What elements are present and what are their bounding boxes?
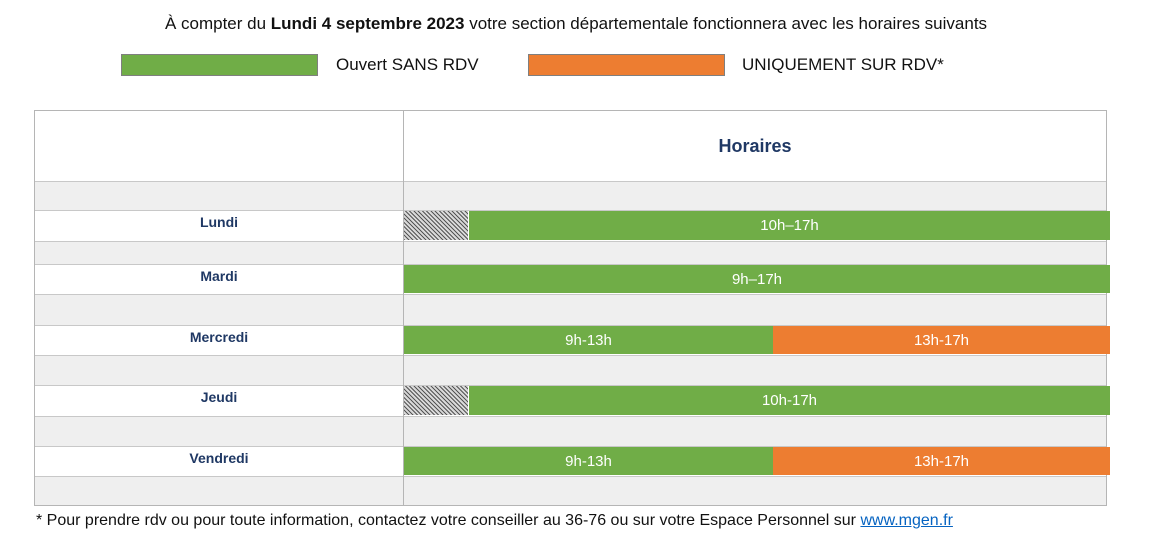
- day-cell: [35, 446, 403, 476]
- horaires-header: Horaires: [718, 135, 792, 156]
- legend-open-label: Ouvert SANS RDV: [336, 55, 479, 74]
- day-label-mardi: Mardi: [200, 267, 238, 284]
- spacer-row: [35, 355, 1106, 385]
- slot-jeudi-open: 10h-17h: [469, 386, 1110, 415]
- day-label-mercredi: Mercredi: [189, 328, 249, 345]
- day-cell: [35, 385, 403, 416]
- slot-vendredi-open: 9h-13h: [404, 447, 773, 475]
- legend-open-swatch: [121, 54, 318, 76]
- day-label-vendredi: Vendredi: [189, 449, 249, 466]
- closed-hatch: [404, 386, 468, 415]
- spacer-row: [35, 241, 1106, 264]
- closed-hatch: [404, 211, 468, 240]
- table-header-row: [35, 111, 1106, 181]
- day-cell: [35, 264, 403, 294]
- spacer-row: [35, 181, 1106, 210]
- spacer-row: [35, 476, 1106, 505]
- headline-suffix: votre section départementale fonctionner…: [464, 14, 988, 33]
- schedule-table: Horaires Lundi 10h–17h Mardi 9h–17h Merc…: [34, 110, 1110, 506]
- slot-mercredi-appointment: 13h-17h: [773, 326, 1110, 354]
- slot-mardi-open: 9h–17h: [404, 265, 1110, 293]
- day-cell: [35, 325, 403, 355]
- day-label-jeudi: Jeudi: [200, 388, 238, 405]
- day-label-lundi: Lundi: [199, 213, 239, 230]
- spacer-row: [35, 294, 1106, 325]
- day-cell: [35, 210, 403, 241]
- legend-appointment-swatch: [528, 54, 725, 76]
- headline: À compter du Lundi 4 septembre 2023 votr…: [0, 14, 1152, 34]
- headline-date: Lundi 4 septembre 2023: [270, 14, 465, 33]
- slot-mercredi-open: 9h-13h: [404, 326, 773, 354]
- slot-vendredi-appointment: 13h-17h: [773, 447, 1110, 475]
- slot-lundi-open: 10h–17h: [469, 211, 1110, 240]
- spacer-row: [35, 416, 1106, 446]
- footnote-text: * Pour prendre rdv ou pour toute informa…: [36, 512, 861, 529]
- legend-appointment-label: UNIQUEMENT SUR RDV*: [742, 55, 944, 74]
- footnote: * Pour prendre rdv ou pour toute informa…: [36, 512, 953, 530]
- headline-prefix: À compter du: [164, 14, 271, 33]
- mgen-link[interactable]: www.mgen.fr: [860, 512, 953, 529]
